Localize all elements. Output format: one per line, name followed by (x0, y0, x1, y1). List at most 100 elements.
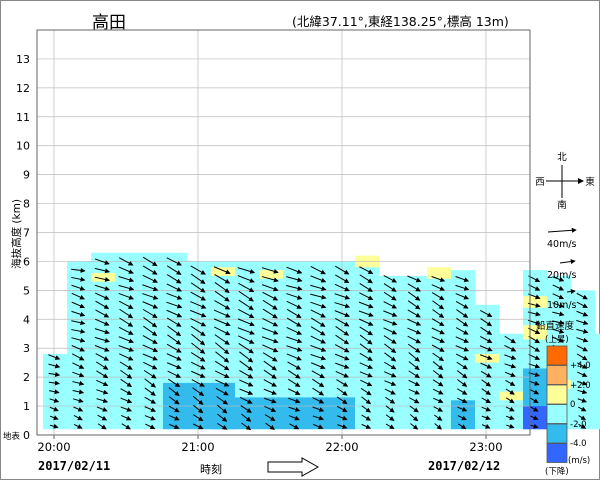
wind-arrow (216, 404, 228, 414)
wind-arrow (192, 414, 204, 422)
wind-arrow (190, 318, 207, 327)
wind-arrow (334, 344, 350, 353)
wind-arrow (311, 370, 325, 379)
wind-arrow (552, 302, 565, 308)
start-date: 2017/02/11 (38, 459, 111, 473)
wind-arrow (94, 336, 110, 343)
wind-arrow (552, 276, 565, 282)
wind-arrow (359, 362, 373, 369)
legend-color-box (546, 345, 568, 366)
wind-arrow (431, 327, 445, 335)
wind-arrow (577, 398, 587, 403)
wind-arrow (145, 423, 156, 430)
wind-arrow (144, 406, 157, 412)
wind-arrow (312, 415, 324, 421)
wind-arrow (312, 378, 325, 388)
wind-arrow (142, 344, 159, 353)
wind-arrow (384, 388, 396, 395)
wind-arrow (480, 362, 493, 369)
wind-arrow (143, 317, 158, 328)
wind-arrow (241, 422, 252, 431)
wind-arrow (310, 362, 326, 370)
wind-arrow (334, 293, 351, 300)
wind-arrow (119, 361, 133, 370)
wind-arrow (576, 337, 589, 343)
vertical-velocity-patch (523, 296, 547, 308)
wind-arrow (432, 370, 444, 379)
legend-title: 鉛直速度 (536, 320, 575, 332)
x-axis-label: 時刻 (200, 463, 222, 476)
wind-arrow (214, 326, 231, 336)
wind-arrow (310, 301, 327, 309)
wind-arrow (213, 266, 231, 275)
wind-arrow (49, 415, 59, 420)
wind-arrow (576, 328, 589, 334)
wind-arrow (94, 318, 110, 326)
wind-arrow (237, 318, 255, 327)
wind-arrow (72, 398, 84, 403)
wind-arrow (289, 423, 300, 430)
wind-arrow (95, 361, 109, 370)
wind-arrow (214, 273, 231, 284)
wind-arrow (407, 283, 421, 292)
wind-arrow (432, 361, 444, 371)
wind-arrow (169, 423, 180, 429)
vertical-velocity-patch (91, 273, 115, 282)
wind-arrow (166, 301, 183, 309)
wind-arrow (143, 369, 157, 379)
y-tick-label: 7 (23, 227, 30, 240)
wind-arrow (361, 396, 372, 405)
speed-arrow-10 (566, 289, 576, 295)
legend-color-box (546, 404, 568, 424)
wind-arrow (433, 406, 444, 412)
wind-arrow (71, 328, 86, 334)
wind-arrow (214, 370, 230, 379)
y-tick-label: 10 (16, 140, 30, 153)
wind-arrow (48, 363, 61, 369)
wind-arrow (383, 335, 397, 344)
wind-arrow (361, 414, 372, 421)
wind-arrow (383, 319, 398, 326)
grid-lines (37, 30, 530, 436)
wind-arrows (48, 256, 589, 431)
wind-arrow (431, 336, 445, 343)
wind-arrow (313, 423, 324, 429)
y-tick-label: 4 (23, 313, 30, 326)
x-tick-label: 23:00 (469, 440, 502, 454)
wind-arrow (190, 352, 206, 362)
wind-arrow (481, 415, 491, 421)
wind-arrow (360, 379, 373, 387)
wind-arrow (407, 300, 421, 310)
wind-arrow (455, 327, 469, 335)
wind-arrow (383, 301, 398, 309)
vertical-velocity-patch (475, 354, 499, 363)
wind-arrow (71, 284, 86, 291)
wind-arrow (213, 309, 231, 318)
wind-arrow (479, 354, 493, 360)
wind-arrow (191, 379, 205, 387)
wind-arrow (142, 293, 159, 300)
wind-arrow (457, 388, 468, 395)
wind-arrow (286, 336, 303, 344)
legend-color-box (546, 365, 568, 385)
wind-arrow (407, 343, 421, 353)
wind-arrow (385, 414, 395, 421)
wind-arrow (286, 353, 302, 361)
y-tick-label: 0 (23, 429, 30, 442)
wind-arrow (480, 370, 492, 378)
wind-arrow (576, 292, 588, 300)
wind-column-fill (475, 304, 499, 430)
wind-arrow (288, 415, 300, 421)
wind-arrow (118, 276, 135, 283)
wind-arrow (505, 397, 515, 404)
wind-arrow (119, 317, 134, 327)
vertical-velocity-patch (211, 397, 355, 430)
wind-arrow (407, 275, 422, 283)
wind-arrow (479, 345, 493, 352)
wind-arrow (214, 282, 230, 293)
wind-arrow (410, 423, 419, 430)
wind-arrow (287, 361, 302, 370)
wind-arrow (214, 334, 230, 345)
wind-arrow (552, 293, 565, 300)
wind-arrow (455, 300, 469, 309)
